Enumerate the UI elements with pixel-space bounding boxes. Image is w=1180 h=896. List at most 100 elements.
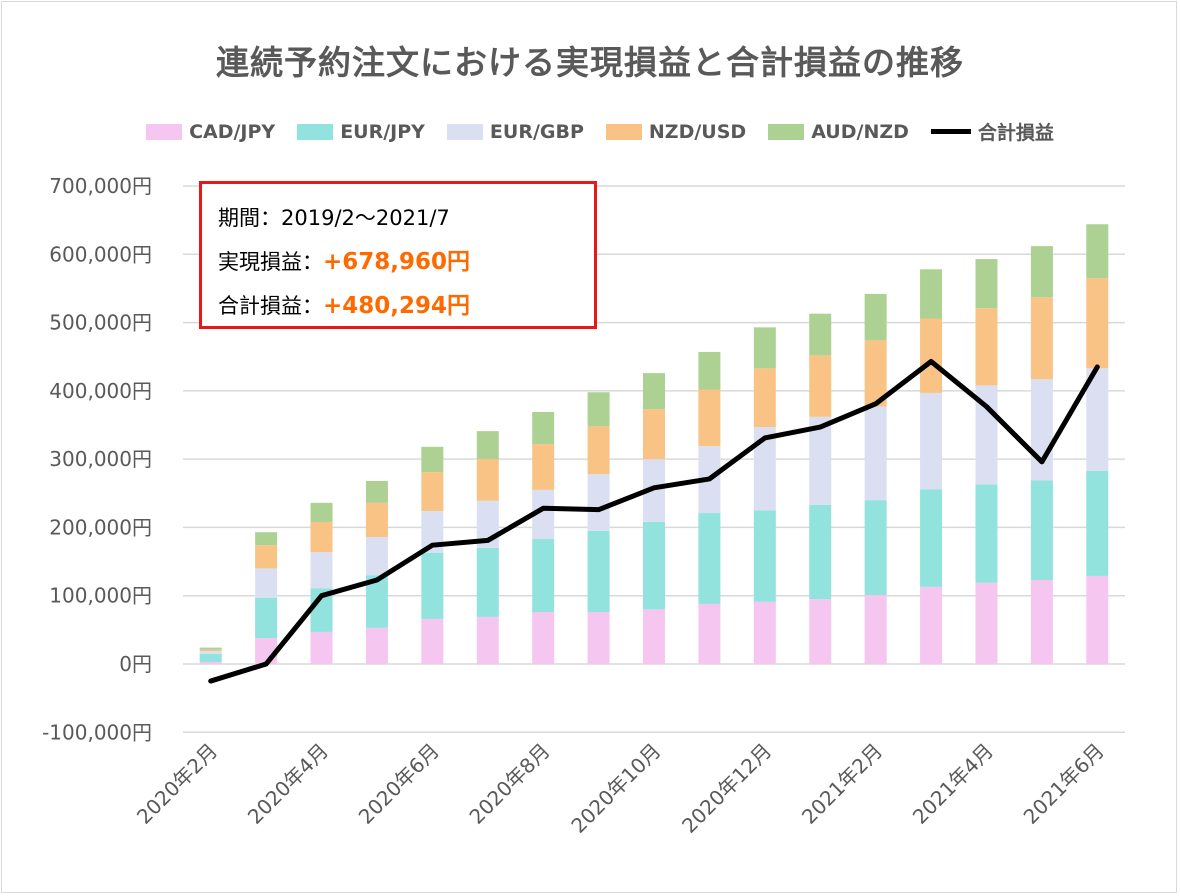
realized-row: 実現損益：+678,960円 xyxy=(218,242,594,286)
legend-label: CAD/JPY xyxy=(189,120,276,143)
bar-segment xyxy=(476,459,499,501)
bar-segment xyxy=(864,500,887,596)
bar-segment xyxy=(809,504,832,600)
bar-segment xyxy=(864,293,887,341)
legend-swatch xyxy=(605,123,642,140)
bar-segment xyxy=(1086,278,1109,369)
bar-segment xyxy=(365,536,388,576)
legend-item-cad-jpy: CAD/JPY xyxy=(146,118,275,145)
bar-segment xyxy=(643,459,665,522)
legend-item-aud-nzd: AUD/NZD xyxy=(768,118,909,145)
bar-segment xyxy=(698,389,721,447)
y-tick-label: 0円 xyxy=(119,652,152,676)
bar-segment xyxy=(255,532,278,546)
bar-segment xyxy=(587,392,610,427)
bar-segment xyxy=(199,649,222,652)
legend-label: AUD/NZD xyxy=(811,120,909,143)
bar-segment xyxy=(310,521,333,553)
bar-segment xyxy=(1030,379,1053,481)
legend-item-nzd-usd: NZD/USD xyxy=(605,118,746,145)
bar-segment xyxy=(587,530,610,613)
bar-segment xyxy=(753,327,776,369)
bar-segment xyxy=(532,412,555,445)
bar-segment xyxy=(365,502,388,537)
bar-segment xyxy=(809,416,832,505)
info-box: 期間：2019/2～2021/7 実現損益：+678,960円 合計損益：+48… xyxy=(199,181,597,329)
bar-segment xyxy=(975,308,998,386)
bar-segment xyxy=(753,510,776,602)
legend-line-swatch xyxy=(930,129,971,134)
bar-segment xyxy=(310,552,333,589)
x-tick-label: 2021年4月 xyxy=(908,739,998,829)
x-tick-label: 2020年2月 xyxy=(132,739,222,829)
bar-segment xyxy=(920,489,943,587)
x-tick-label: 2020年4月 xyxy=(243,739,333,829)
legend-label: EUR/GBP xyxy=(489,120,584,143)
bar-segment xyxy=(365,480,388,503)
total-value: +480,294円 xyxy=(323,293,471,319)
bar-segment xyxy=(753,427,776,511)
bar-segment xyxy=(643,409,665,460)
realized-value: +678,960円 xyxy=(323,249,471,275)
bar-segment xyxy=(476,547,499,617)
bar-segment xyxy=(698,603,721,664)
total-label: 合計損益： xyxy=(218,294,323,318)
bar-segment xyxy=(421,472,444,512)
bar-segment xyxy=(255,545,278,569)
y-tick-label: 500,000円 xyxy=(49,311,152,335)
bar-segment xyxy=(587,612,610,664)
bar-segment xyxy=(365,627,388,664)
bar-segment xyxy=(920,318,943,393)
y-tick-label: 100,000円 xyxy=(49,584,152,608)
bar-segment xyxy=(643,609,665,664)
legend-item-eur-gbp: EUR/GBP xyxy=(446,118,584,145)
bar-segment xyxy=(975,484,998,583)
y-tick-label: 400,000円 xyxy=(49,379,152,403)
bar-segment xyxy=(255,568,278,598)
bar-segment xyxy=(587,426,610,475)
total-pl-line xyxy=(208,358,1100,684)
bar-segment xyxy=(809,599,832,664)
bar-segment xyxy=(1086,224,1109,279)
y-tick-label: 300,000円 xyxy=(49,447,152,471)
bar-segment xyxy=(1086,368,1109,471)
bar-segment xyxy=(310,502,333,522)
realized-label: 実現損益： xyxy=(218,250,323,274)
legend-swatch xyxy=(768,123,805,140)
bar-segment xyxy=(199,653,222,662)
bar-segment xyxy=(643,373,665,410)
bar-segment xyxy=(1030,480,1053,581)
bar-segment xyxy=(421,552,444,619)
x-tick-label: 2021年6月 xyxy=(1019,739,1109,829)
legend-swatch xyxy=(446,123,483,140)
bar-segment xyxy=(255,597,278,639)
legend-item-eur-jpy: EUR/JPY xyxy=(297,118,425,145)
bar-segment xyxy=(1030,580,1053,664)
bar-segment xyxy=(864,340,887,407)
period-label: 期間： xyxy=(218,206,281,230)
bar-segment xyxy=(920,586,943,664)
bar-segment xyxy=(920,392,943,490)
bar-segment xyxy=(532,539,555,613)
bar-segment xyxy=(532,612,555,664)
bar-segment xyxy=(920,269,943,319)
x-tick-label: 2020年12月 xyxy=(677,739,776,838)
y-tick-label: 200,000円 xyxy=(49,515,152,539)
bar-segment xyxy=(310,631,333,664)
bar-segment xyxy=(975,582,998,664)
legend-label: EUR/JPY xyxy=(340,120,425,143)
bar-segment xyxy=(698,513,721,604)
legend: CAD/JPY EUR/JPY EUR/GBP NZD/USD AUD/NZD … xyxy=(0,118,1180,145)
bar-segment xyxy=(365,575,388,628)
bar-segment xyxy=(753,368,776,428)
bar-segment xyxy=(476,431,499,460)
bar-segment xyxy=(199,651,222,654)
period-row: 期間：2019/2～2021/7 xyxy=(218,198,594,242)
legend-label: 合計損益 xyxy=(977,122,1054,144)
chart-title: 連続予約注文における実現損益と合計損益の推移 xyxy=(216,43,964,82)
bar-segment xyxy=(199,661,222,664)
bar-segment xyxy=(698,351,721,390)
legend-item-total: 合計損益 xyxy=(930,118,1054,145)
